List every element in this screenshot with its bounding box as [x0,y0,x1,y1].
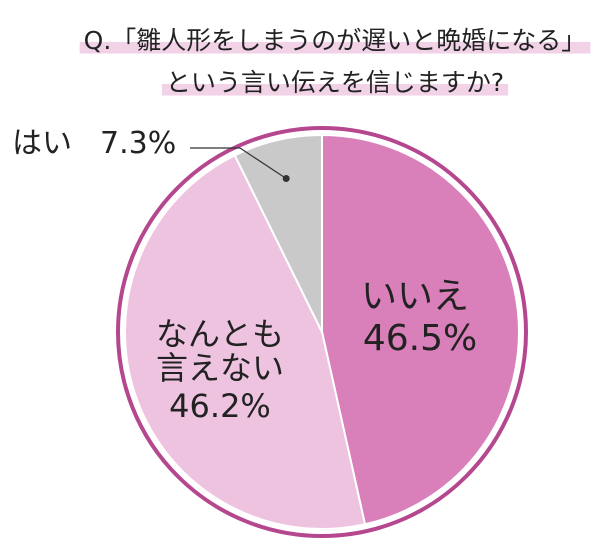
outer-ring [116,126,528,538]
pie-slice [124,154,367,530]
value-label: 7.3% [100,126,177,161]
slice-label: はい [12,126,72,161]
title-highlight [79,41,591,54]
value-label: 46.5% [362,318,478,359]
slice-label: いいえ [360,276,469,317]
value-label: 46.2% [169,387,271,425]
leader-line [190,147,287,180]
leader-dot [282,175,290,183]
chart-title: という言い伝えを信じますか? [166,68,504,97]
slice-label: なんとも言えない [155,315,284,387]
title-highlight [161,83,509,96]
pie-slice [321,133,520,526]
pie-slice [233,133,323,333]
chart-title: Q.「雛人形をしまうのが遅いと晩婚になる」 [84,26,587,55]
